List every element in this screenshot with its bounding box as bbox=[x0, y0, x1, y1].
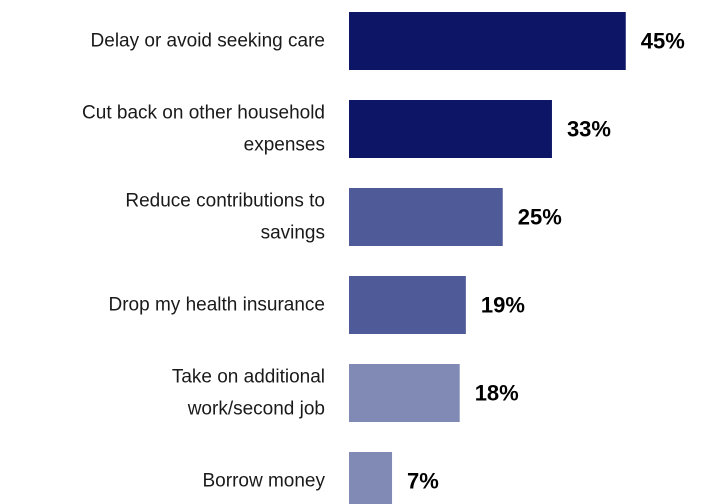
category-label: Reduce contributions to bbox=[125, 191, 325, 212]
category-label: Take on additional bbox=[172, 367, 325, 388]
value-label: 19% bbox=[481, 293, 525, 318]
value-labels: 45% 33% 25% 19% 18% 7% bbox=[407, 29, 685, 494]
bar bbox=[349, 452, 393, 504]
category-labels: Delay or avoid seeking care Cut back on o… bbox=[82, 31, 325, 492]
bar bbox=[349, 12, 626, 70]
category-label: expenses bbox=[244, 135, 325, 156]
value-label: 7% bbox=[407, 469, 439, 494]
category-label: Drop my health insurance bbox=[109, 295, 326, 316]
value-label: 33% bbox=[567, 117, 611, 142]
category-label: work/second job bbox=[187, 399, 325, 420]
bars bbox=[349, 12, 626, 504]
category-label: Delay or avoid seeking care bbox=[91, 31, 325, 52]
category-label: Borrow money bbox=[203, 471, 326, 492]
bar bbox=[349, 188, 503, 246]
category-label: savings bbox=[261, 223, 325, 244]
bar bbox=[349, 100, 552, 158]
category-label: Cut back on other household bbox=[82, 103, 325, 124]
bar bbox=[349, 364, 460, 422]
bar bbox=[349, 276, 466, 334]
value-label: 25% bbox=[518, 205, 562, 230]
value-label: 18% bbox=[475, 381, 519, 406]
value-label: 45% bbox=[641, 29, 685, 54]
